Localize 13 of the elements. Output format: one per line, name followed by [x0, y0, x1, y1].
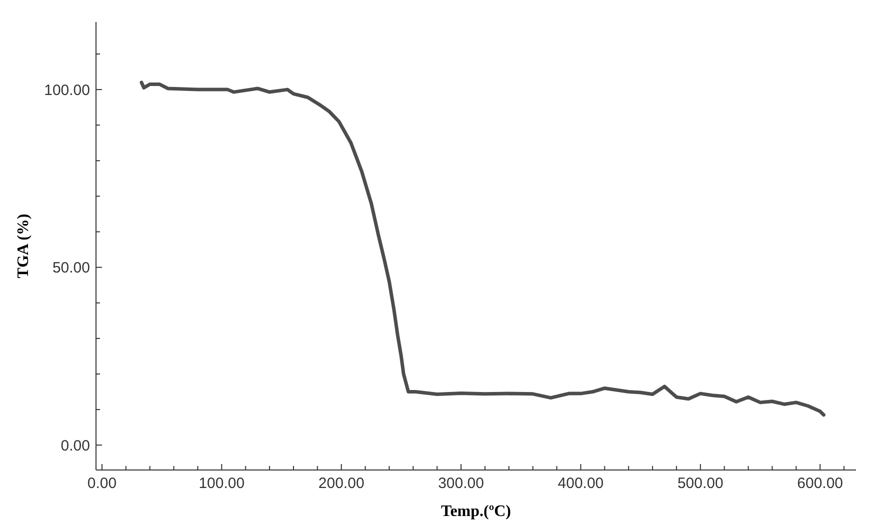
x-tick-label: 400.00 — [558, 475, 604, 492]
y-axis-title: TGA (%) — [15, 214, 32, 278]
x-tick-label: 500.00 — [677, 475, 724, 492]
x-tick-label: 300.00 — [438, 475, 484, 492]
x-tick-label: 200.00 — [318, 475, 364, 492]
y-tick-label: 100.00 — [44, 82, 90, 99]
y-tick-label: 50.00 — [52, 260, 90, 277]
x-axis-title: Temp.(ºC) — [440, 503, 512, 520]
x-tick-label: 0.00 — [87, 475, 117, 492]
y-tick-label: 0.00 — [60, 437, 90, 454]
x-tick-label: 600.00 — [797, 475, 844, 492]
x-tick-label: 100.00 — [198, 475, 245, 492]
line-series — [140, 80, 826, 417]
